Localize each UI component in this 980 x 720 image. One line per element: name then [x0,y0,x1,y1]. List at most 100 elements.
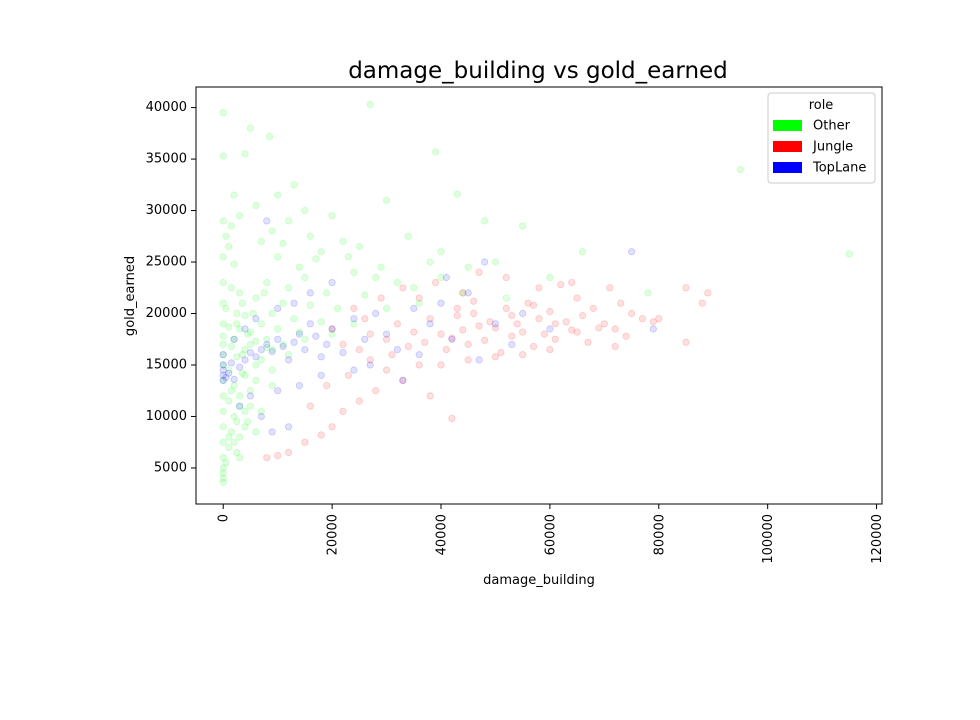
data-point [491,324,499,332]
data-point [404,232,412,240]
data-point [312,255,320,263]
data-point [366,100,374,109]
data-point [519,309,527,318]
data-point [524,299,532,307]
data-point [595,324,603,332]
data-point [393,278,401,287]
data-point [410,304,418,312]
data-point [459,289,467,297]
data-point [290,299,298,307]
data-point [502,304,510,312]
data-point [382,366,391,374]
data-point [279,342,287,351]
data-point [611,342,619,351]
x-tick-label: 0 [217,514,232,522]
data-point [600,320,608,328]
data-point [290,338,298,346]
data-point [260,289,268,297]
data-point [233,417,241,426]
data-point [219,361,227,369]
data-point [535,284,543,292]
data-point [238,369,246,377]
x-axis-label: damage_building [483,573,595,588]
data-point [227,359,235,367]
data-point [426,320,434,328]
data-point [263,278,271,287]
data-point [279,239,287,248]
data-point [361,335,369,343]
data-point [249,309,257,318]
data-point [225,397,233,405]
data-point [448,334,456,342]
data-point [225,366,233,374]
data-point [377,294,385,302]
data-point [355,397,363,405]
data-point [323,289,331,297]
chart-title: damage_building vs gold_earned [348,58,728,84]
data-point [268,345,276,354]
data-point [236,363,244,371]
data-point [540,330,549,338]
data-point [295,330,303,338]
data-point [230,335,238,343]
data-point [246,348,254,357]
data-point [241,356,249,364]
data-point [453,311,461,320]
data-point [219,320,227,328]
data-point [219,278,227,287]
data-point [339,348,347,357]
data-point [415,361,423,369]
data-point [312,332,320,340]
data-point [317,371,325,379]
data-point [480,336,489,344]
data-point [263,340,271,348]
data-point [372,309,380,318]
x-tick-label: 20000 [326,514,341,555]
data-point [448,335,456,343]
x-axis: 0 20000 40000 60000 80000 100000 120000 [217,504,885,564]
data-point [306,301,314,309]
data-point [290,315,298,323]
data-point [279,340,287,348]
data-point [328,278,336,287]
data-point [241,423,249,431]
data-point [317,248,325,256]
data-point [219,407,227,415]
data-point [393,320,401,328]
data-point [284,217,293,225]
legend: role Other Jungle TopLane [767,92,876,184]
data-point [252,201,260,209]
y-tick-label: 15000 [146,358,187,373]
data-point [257,412,265,421]
data-point [236,402,244,410]
data-point [491,258,499,266]
data-point [219,351,227,359]
data-point [225,443,233,451]
series-toplane [219,217,657,436]
data-point [230,375,238,383]
data-point [219,371,227,379]
data-point [230,438,238,446]
data-point [265,132,274,140]
data-point [399,284,407,292]
data-point [421,338,429,346]
data-point [263,217,271,225]
data-point [225,369,233,377]
data-point [611,325,619,333]
data-point [513,320,521,328]
data-point [219,478,227,486]
y-tick-label: 40000 [146,100,187,115]
data-point [236,289,244,297]
data-point [350,268,358,276]
data-point [236,433,244,441]
data-point [437,248,445,256]
data-point [241,150,249,158]
data-point [219,366,227,374]
data-point [606,284,614,292]
points-layer [219,100,853,486]
data-point [562,318,570,326]
data-point [546,273,554,282]
data-point [284,356,293,364]
data-point [317,431,325,439]
data-point [227,387,235,395]
